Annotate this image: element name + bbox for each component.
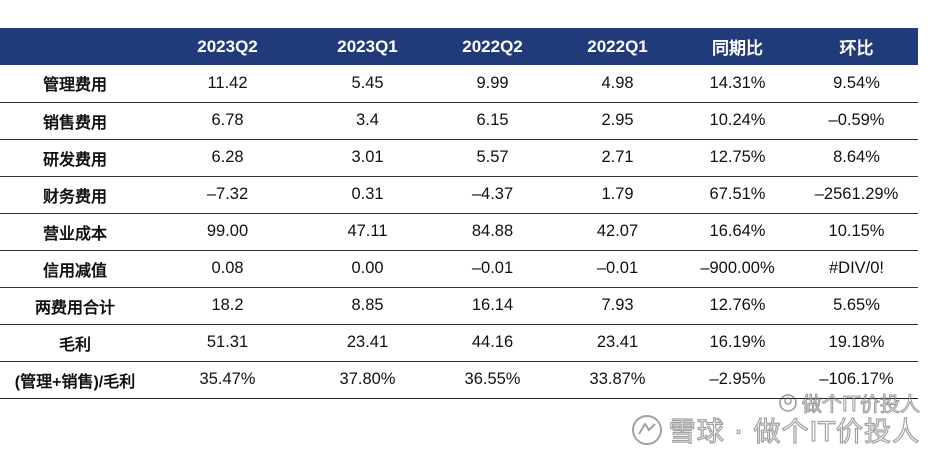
- row-label: 信用减值: [42, 262, 107, 280]
- row-label: 毛利: [58, 336, 91, 354]
- header-cell-2022q1: 2022Q1: [587, 36, 648, 56]
- header-cell-label: [0, 28, 150, 65]
- cell-value: 51.31: [206, 333, 249, 351]
- cell-value: 0.00: [351, 259, 384, 277]
- watermark-text: 雪球 · 做个IT价投人: [668, 416, 920, 448]
- row-label: 两费用合计: [34, 299, 115, 317]
- cell-value: 6.15: [476, 111, 509, 129]
- row-label: 管理费用: [42, 77, 107, 95]
- cell-value: 10.15%: [828, 222, 885, 240]
- cell-value: 6.78: [211, 111, 244, 129]
- xueqiu-logo-icon: [631, 414, 662, 445]
- cell-value: 33.87%: [589, 370, 646, 388]
- cell-value: 8.85: [351, 296, 384, 314]
- cell-value: 35.47%: [199, 370, 256, 388]
- table-row: (管理+销售)/毛利 35.47% 37.80% 36.55% 33.87% –…: [0, 361, 918, 398]
- table-row: 信用减值 0.08 0.00 –0.01 –0.01 –900.00% #DIV…: [0, 250, 918, 287]
- cell-value: 8.64%: [833, 148, 880, 166]
- table-row: 营业成本 99.00 47.11 84.88 42.07 16.64% 10.1…: [0, 213, 918, 250]
- cell-value: 4.98: [601, 73, 634, 92]
- cell-value: 12.75%: [709, 148, 766, 166]
- cell-value: –0.59%: [828, 111, 885, 129]
- row-label: 财务费用: [42, 188, 107, 206]
- cell-value: –0.01: [471, 259, 514, 277]
- cell-value: 12.76%: [709, 296, 766, 314]
- row-label: 研发费用: [42, 151, 107, 169]
- row-label: (管理+销售)/毛利: [14, 373, 136, 391]
- cell-value: 3.4: [356, 111, 379, 129]
- cell-value: 2.95: [601, 111, 634, 129]
- cell-value: 5.45: [351, 73, 384, 92]
- header-row: 2023Q2 2023Q1 2022Q2 2022Q1 同期比 环比: [0, 28, 918, 65]
- cell-value: –2.95%: [709, 370, 766, 388]
- watermark: 雪球 · 做个IT价投人: [631, 410, 920, 449]
- cell-value: 37.80%: [339, 370, 396, 388]
- cell-value: 99.00: [206, 222, 249, 240]
- cell-value: 47.11: [347, 222, 388, 240]
- table-row: 财务费用 –7.32 0.31 –4.37 1.79 67.51% –2561.…: [0, 176, 918, 213]
- cell-value: 11.42: [207, 73, 248, 92]
- cell-value: 10.24%: [709, 111, 766, 129]
- cell-value: 2.71: [601, 148, 634, 166]
- table-row: 管理费用 11.42 5.45 9.99 4.98 14.31% 9.54%: [0, 65, 918, 102]
- header-cell-2023q2: 2023Q2: [197, 36, 258, 56]
- cell-value: 1.79: [601, 185, 634, 203]
- table-row: 销售费用 6.78 3.4 6.15 2.95 10.24% –0.59%: [0, 102, 918, 139]
- cell-value: 6.28: [211, 148, 244, 166]
- table-header: 2023Q2 2023Q1 2022Q2 2022Q1 同期比 环比: [0, 28, 918, 65]
- header-cell-2022q2: 2022Q2: [462, 36, 523, 56]
- cell-value: –2561.29%: [814, 185, 899, 203]
- cell-value: –7.32: [206, 185, 249, 203]
- table-row: 毛利 51.31 23.41 44.16 23.41 16.19% 19.18%: [0, 324, 918, 361]
- table-row: 两费用合计 18.2 8.85 16.14 7.93 12.76% 5.65%: [0, 287, 918, 324]
- table-body: 管理费用 11.42 5.45 9.99 4.98 14.31% 9.54% 销…: [0, 65, 918, 398]
- cell-value: 5.65%: [833, 296, 880, 314]
- header-cell-qoq: 环比: [839, 39, 874, 58]
- cell-value: 0.08: [211, 259, 244, 277]
- cell-value: 18.2: [211, 296, 244, 314]
- cell-value: 19.18%: [828, 333, 885, 351]
- cell-value: #DIV/0!: [828, 259, 885, 277]
- cell-value: 67.51%: [709, 185, 766, 203]
- cell-value: 7.93: [601, 296, 634, 314]
- cell-value: 36.55%: [464, 370, 521, 388]
- cell-value: 44.16: [471, 333, 514, 351]
- data-table-container: 2023Q2 2023Q1 2022Q2 2022Q1 同期比 环比 管理费用 …: [0, 28, 918, 399]
- row-label: 营业成本: [42, 225, 107, 243]
- table-row: 研发费用 6.28 3.01 5.57 2.71 12.75% 8.64%: [0, 139, 918, 176]
- cell-value: 9.99: [476, 73, 509, 92]
- cell-value: 23.41: [346, 333, 389, 351]
- cell-value: 16.14: [471, 296, 514, 314]
- cell-value: –0.01: [596, 259, 639, 277]
- row-label: 销售费用: [42, 114, 107, 132]
- cell-value: –900.00%: [700, 259, 775, 277]
- cell-value: 3.01: [351, 148, 384, 166]
- cell-value: 84.88: [471, 222, 514, 240]
- cell-value: 5.57: [476, 148, 509, 166]
- header-cell-yoy: 同期比: [712, 39, 763, 58]
- cell-value: 0.31: [351, 185, 384, 203]
- cell-value: 9.54%: [833, 73, 880, 92]
- cell-value: 23.41: [596, 333, 639, 351]
- cell-value: –4.37: [471, 185, 514, 203]
- financial-table: 2023Q2 2023Q1 2022Q2 2022Q1 同期比 环比 管理费用 …: [0, 28, 918, 399]
- cell-value: –106.17%: [819, 370, 894, 388]
- cell-value: 16.19%: [709, 333, 766, 351]
- cell-value: 16.64%: [709, 222, 766, 240]
- cell-value: 42.07: [596, 222, 639, 240]
- header-cell-2023q1: 2023Q1: [337, 36, 398, 56]
- cell-value: 14.31%: [709, 73, 766, 92]
